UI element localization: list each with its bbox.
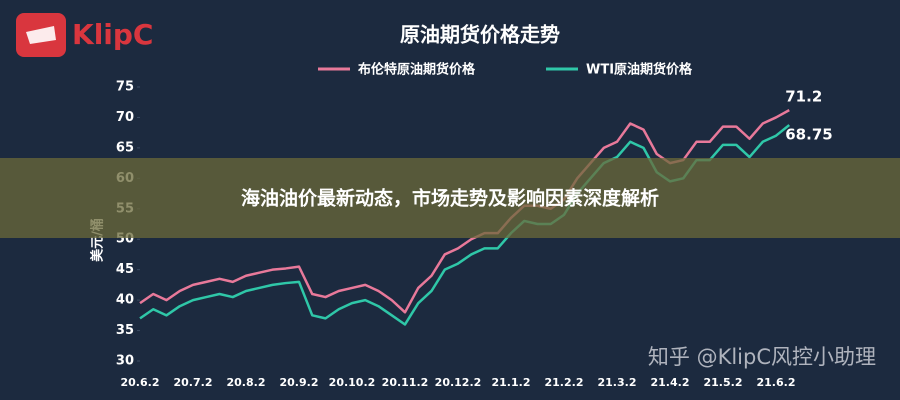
x-tick-label: 20.7.2	[174, 376, 213, 389]
x-tick-label: 20.10.2	[329, 376, 376, 389]
y-tick-label: 75	[116, 80, 134, 95]
logo-text: KlipC	[72, 18, 153, 51]
y-tick-label: 65	[116, 140, 134, 155]
x-tick-label: 20.9.2	[280, 376, 319, 389]
legend-label: WTI原油期货价格	[586, 62, 693, 78]
x-tick-label: 21.5.2	[704, 376, 743, 389]
x-tick-label: 20.6.2	[121, 376, 160, 389]
x-tick-label: 20.11.2	[382, 376, 429, 389]
logo-mark	[26, 26, 56, 44]
x-tick-label: 20.8.2	[227, 376, 266, 389]
x-tick-label: 21.1.2	[492, 376, 531, 389]
end-label: 68.75	[785, 126, 832, 144]
end-label: 71.2	[785, 88, 822, 106]
y-tick-label: 45	[116, 262, 134, 277]
y-tick-label: 40	[116, 293, 134, 308]
x-tick-label: 21.6.2	[757, 376, 796, 389]
legend-label: 布伦特原油期货价格	[358, 62, 476, 78]
watermark: 知乎 @KlipC风控小助理	[648, 345, 876, 369]
chart-title: 原油期货价格走势	[400, 23, 560, 47]
banner-band	[0, 158, 900, 238]
y-tick-label: 35	[116, 323, 134, 338]
x-tick-label: 21.4.2	[651, 376, 690, 389]
banner-text: 海油油价最新动态，市场走势及影响因素深度解析	[241, 187, 659, 210]
x-tick-label: 21.3.2	[598, 376, 637, 389]
y-tick-label: 70	[116, 110, 134, 125]
x-tick-label: 21.2.2	[545, 376, 584, 389]
x-tick-label: 20.12.2	[435, 376, 482, 389]
y-tick-label: 30	[116, 354, 134, 369]
